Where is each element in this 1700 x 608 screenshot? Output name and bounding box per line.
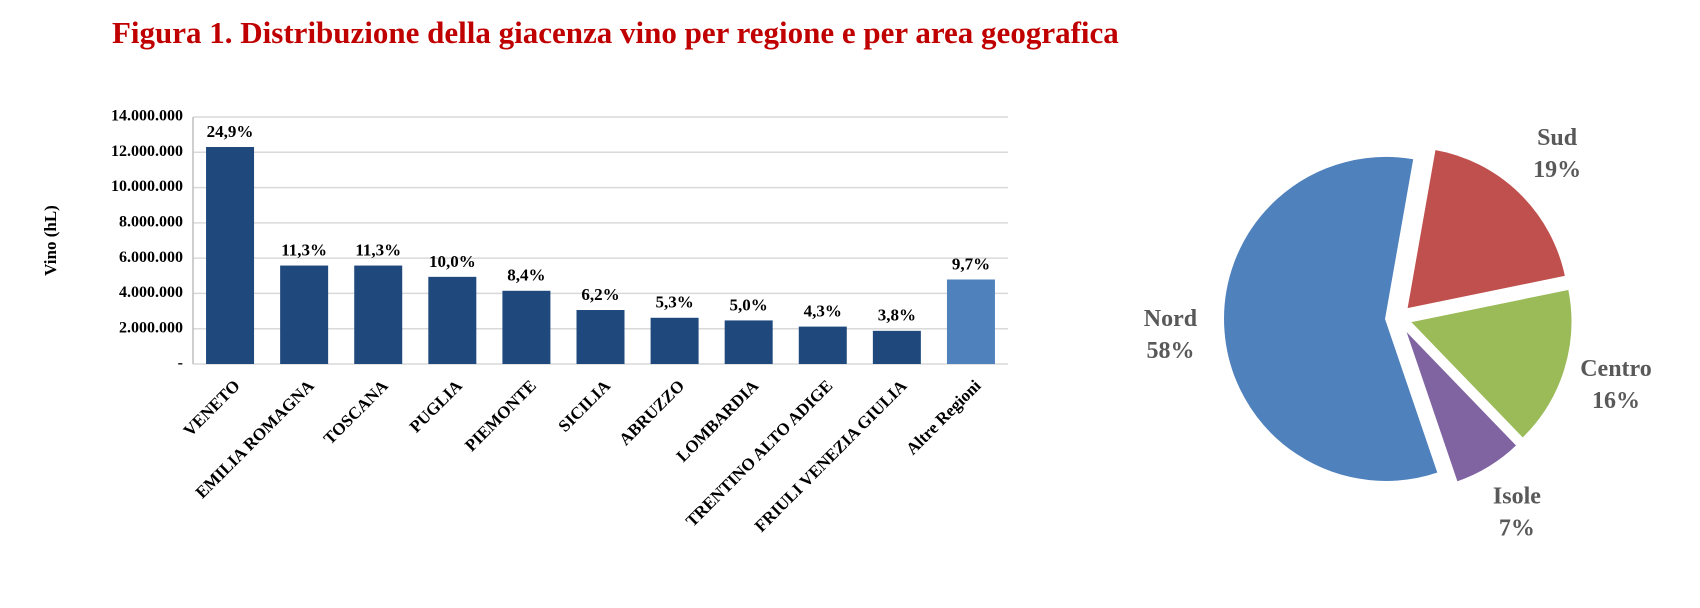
bar: [650, 317, 699, 364]
bar: [502, 290, 551, 364]
pie-label-value: 19%: [1533, 157, 1581, 183]
figure-title: Figura 1. Distribuzione della giacenza v…: [112, 15, 1119, 50]
x-tick-label: PIEMONTE: [461, 376, 540, 455]
bar-label: 10,0%: [429, 252, 476, 271]
pie-label-value: 16%: [1592, 388, 1640, 414]
bar-label: 11,3%: [281, 240, 327, 259]
pie-label-value: 7%: [1499, 515, 1535, 541]
x-tick-label: PUGLIA: [406, 376, 467, 437]
bar: [724, 320, 773, 364]
x-tick-label: FRIULI VENEZIA GIULIA: [751, 376, 911, 536]
x-tick-label: ABRUZZO: [615, 376, 688, 449]
pie-slice: [1407, 287, 1574, 441]
bar-label: 8,4%: [507, 266, 545, 285]
y-tick-label: 14.000.000: [111, 108, 183, 125]
bar: [428, 276, 477, 364]
bar: [946, 279, 995, 364]
y-tick-label: 10.000.000: [111, 178, 183, 195]
pie-slice: [1403, 327, 1519, 484]
pie-slice: [1405, 147, 1568, 311]
bar-label: 5,0%: [730, 295, 768, 314]
y-tick-label: 2.000.000: [119, 319, 183, 336]
pie-label-name: Centro: [1580, 356, 1652, 382]
y-tick-label: -: [178, 355, 183, 372]
bar-label: 4,3%: [804, 302, 842, 321]
bar: [798, 326, 847, 364]
y-tick-label: 4.000.000: [119, 284, 183, 301]
pie-label-name: Isole: [1493, 483, 1541, 509]
pie-slice: [1222, 154, 1440, 483]
x-tick-label: TOSCANA: [320, 376, 393, 449]
bar: [576, 310, 625, 364]
bar-label: 3,8%: [878, 306, 916, 325]
x-tick-label: VENETO: [180, 376, 244, 440]
bar: [280, 265, 329, 364]
x-tick-label: SICILIA: [555, 376, 615, 436]
y-tick-label: 8.000.000: [119, 214, 183, 231]
bar: [872, 330, 921, 364]
pie-label-name: Nord: [1144, 306, 1198, 332]
bar-label: 24,9%: [207, 122, 254, 141]
pie-label-value: 58%: [1146, 338, 1194, 364]
bar-label: 5,3%: [655, 293, 693, 312]
x-tick-label: TRENTINO ALTO ADIGE: [682, 376, 836, 530]
pie-label-name: Sud: [1537, 125, 1578, 151]
y-tick-label: 6.000.000: [119, 249, 183, 266]
bar-label: 11,3%: [355, 240, 401, 259]
y-axis-label: Vino (hL): [41, 205, 60, 276]
bar-label: 6,2%: [581, 285, 619, 304]
x-tick-label: Altre Regioni: [902, 376, 985, 459]
bar-label: 9,7%: [952, 254, 990, 273]
y-tick-label: 12.000.000: [111, 143, 183, 160]
bar: [354, 265, 403, 364]
bar: [206, 146, 255, 364]
